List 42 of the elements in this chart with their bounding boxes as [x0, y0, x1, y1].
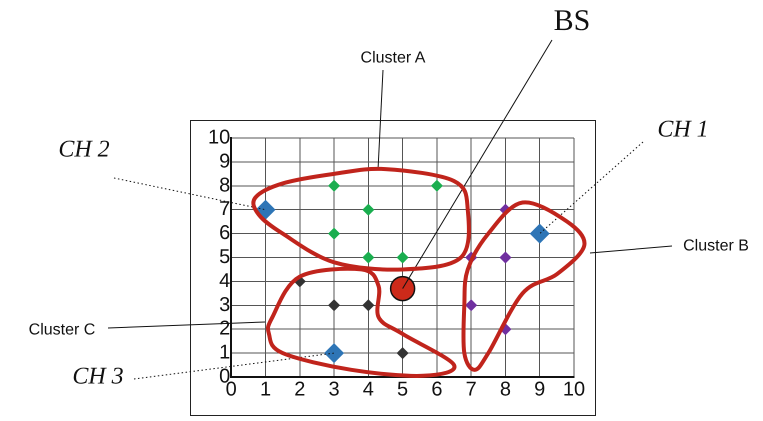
point — [328, 299, 340, 312]
x-tick-label: 4 — [362, 378, 374, 401]
text: Cluster B — [683, 237, 749, 254]
x-tick-label: 7 — [466, 378, 477, 401]
point — [396, 347, 409, 360]
annotation: CH 3 — [72, 363, 124, 390]
y-tick-label: 6 — [219, 222, 230, 244]
point — [430, 180, 443, 192]
annotation: BS — [554, 4, 590, 37]
y-tick-label: 8 — [219, 174, 230, 196]
x-tick-label: 6 — [431, 378, 442, 401]
x-tick-label: 3 — [328, 378, 340, 401]
x-tick-label: 10 — [562, 378, 586, 401]
annotation: CH 2 — [58, 136, 110, 162]
point — [362, 252, 374, 264]
y-tick-label: 4 — [219, 270, 230, 292]
y-tick-label: 2 — [219, 318, 230, 340]
text: Cluster A — [360, 49, 426, 66]
x-tick-label: 2 — [294, 378, 306, 401]
point — [530, 224, 550, 244]
point — [324, 343, 344, 364]
point — [396, 252, 409, 264]
point — [499, 252, 512, 264]
y-tick-label: 3 — [219, 294, 230, 316]
y-tick-label: 7 — [219, 198, 230, 220]
x-tick-label: 9 — [534, 378, 546, 401]
point — [328, 180, 340, 192]
y-tick-label: 1 — [219, 342, 230, 364]
point — [362, 204, 374, 216]
x-tick-label: 1 — [260, 378, 272, 401]
point — [256, 200, 276, 220]
y-tick-label: 5 — [219, 246, 230, 268]
y-tick-label: 9 — [219, 150, 230, 172]
annotation: CH 1 — [657, 116, 709, 142]
point — [362, 299, 374, 312]
point — [390, 276, 416, 302]
y-tick-label: 10 — [208, 126, 230, 149]
point — [465, 299, 478, 312]
point — [328, 228, 340, 240]
x-tick-label: 8 — [500, 378, 512, 401]
text: Cluster C — [28, 321, 96, 338]
x-tick-label: 5 — [397, 378, 408, 401]
